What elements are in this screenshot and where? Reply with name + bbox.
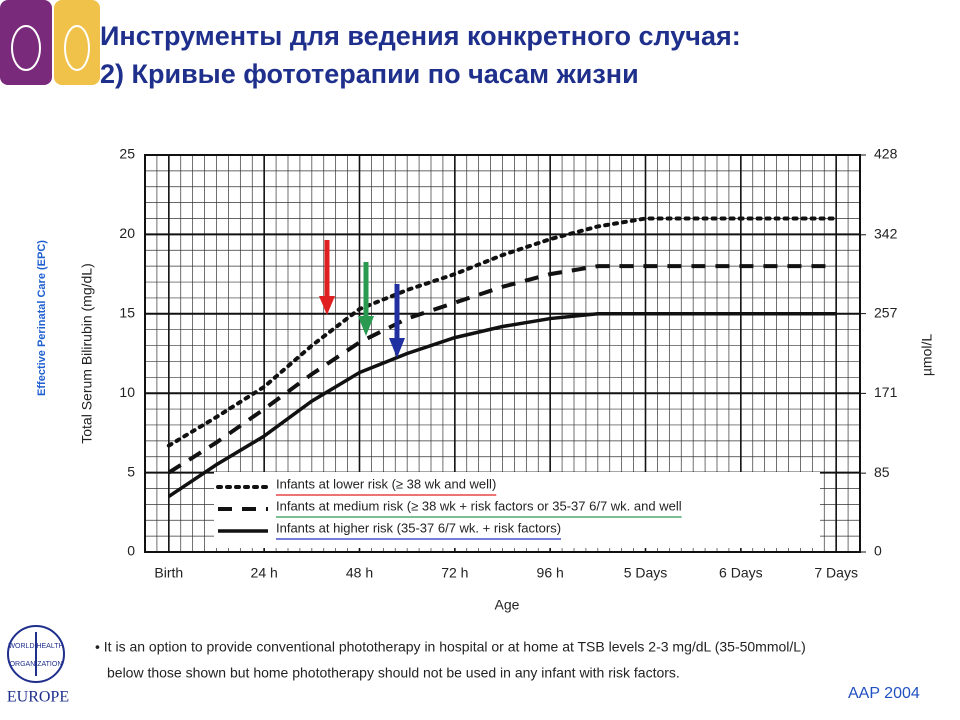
y-tick-label: 15 xyxy=(119,305,135,321)
x-tick-label: 7 Days xyxy=(814,565,858,581)
x-tick-label: 96 h xyxy=(537,565,564,581)
arrows xyxy=(319,240,405,358)
who-emblem xyxy=(7,625,65,683)
source: AAP 2004 xyxy=(848,685,920,702)
y-tick-label: 25 xyxy=(119,146,135,162)
y2-tick-label: 85 xyxy=(874,464,890,480)
y-tick-label: 5 xyxy=(127,463,135,479)
title: 2) Кривые фототерапии по часам жизни xyxy=(100,59,639,89)
series-line xyxy=(167,264,837,475)
logo-left xyxy=(0,0,52,85)
y-tick-label: 10 xyxy=(119,384,135,400)
legend-label: Infants at higher risk (35-37 6/7 wk. + … xyxy=(276,520,561,535)
x-axis-label: Age xyxy=(495,597,520,613)
who-logo: WORLD HEALTH ORGANIZATION EUROPE xyxy=(7,625,69,706)
y-tick-label: 0 xyxy=(127,543,135,559)
footnote: • It is an option to provide conventiona… xyxy=(95,639,806,655)
logo-right xyxy=(54,0,100,85)
who-text: ORGANIZATION xyxy=(10,661,63,668)
arrow-head xyxy=(358,316,374,336)
logo-top xyxy=(0,0,100,85)
y2-tick-label: 0 xyxy=(874,543,882,559)
legend-box xyxy=(214,472,820,548)
title: Инструменты для ведения конкретного случ… xyxy=(100,21,741,51)
y2-tick-label: 171 xyxy=(874,384,898,400)
x-tick-label: Birth xyxy=(154,565,183,581)
y-tick-label: 20 xyxy=(119,225,135,241)
x-tick-label: 5 Days xyxy=(624,565,668,581)
who-region: EUROPE xyxy=(7,689,69,706)
x-tick-label: 48 h xyxy=(346,565,373,581)
footnote: below those shown but home phototherapy … xyxy=(107,665,680,681)
series-line xyxy=(166,216,839,448)
logo-figure xyxy=(64,25,90,71)
y-axis-label: Total Serum Bilirubin (mg/dL) xyxy=(79,263,95,444)
side-text: Effective Perinatal Care (EPC) xyxy=(36,240,48,396)
legend-label: Infants at lower risk (≥ 38 wk and well) xyxy=(276,476,496,491)
plot: 0 5 10 15 20 25 0 85 171 257 342 428 Birth 24 h 48 h 72… xyxy=(79,146,935,613)
y2-axis-label: µmol/L xyxy=(919,334,935,377)
y2-tick-label: 257 xyxy=(874,304,898,320)
x-tick-label: 6 Days xyxy=(719,565,763,581)
who-text: WORLD HEALTH xyxy=(8,643,63,650)
x-tick-label: 24 h xyxy=(251,565,278,581)
arrow-head xyxy=(319,296,335,315)
logo-figure xyxy=(11,25,41,71)
legend-label: Infants at medium risk (≥ 38 wk + risk f… xyxy=(276,498,682,513)
y2-tick-label: 342 xyxy=(874,225,898,241)
arrow-head xyxy=(389,338,405,358)
y2-tick-label: 428 xyxy=(874,146,898,162)
series-line xyxy=(167,312,837,498)
x-tick-label: 72 h xyxy=(441,565,468,581)
